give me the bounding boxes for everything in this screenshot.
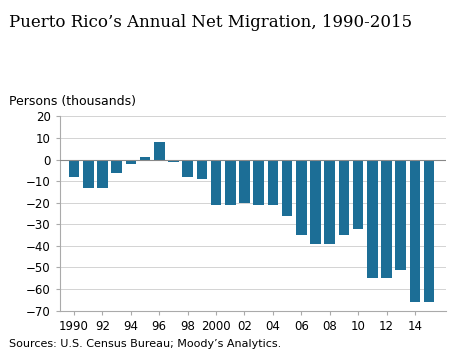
Bar <box>83 160 93 188</box>
Bar <box>395 160 405 270</box>
Bar <box>267 160 278 205</box>
Bar <box>210 160 221 205</box>
Bar <box>196 160 207 179</box>
Bar <box>309 160 320 244</box>
Bar <box>111 160 122 173</box>
Bar <box>295 160 306 235</box>
Text: Sources: U.S. Census Bureau; Moody’s Analytics.: Sources: U.S. Census Bureau; Moody’s Ana… <box>9 340 281 349</box>
Bar <box>224 160 235 205</box>
Bar <box>239 160 249 203</box>
Bar <box>68 160 79 177</box>
Bar <box>324 160 334 244</box>
Bar <box>140 157 150 160</box>
Bar <box>352 160 363 229</box>
Bar <box>154 142 164 160</box>
Bar <box>366 160 377 278</box>
Bar <box>253 160 263 205</box>
Bar <box>168 160 179 162</box>
Bar <box>281 160 292 216</box>
Text: Puerto Rico’s Annual Net Migration, 1990-2015: Puerto Rico’s Annual Net Migration, 1990… <box>9 14 411 31</box>
Bar <box>182 160 193 177</box>
Text: Persons (thousands): Persons (thousands) <box>9 95 136 108</box>
Bar <box>338 160 348 235</box>
Bar <box>423 160 434 302</box>
Bar <box>97 160 107 188</box>
Bar <box>125 160 136 164</box>
Bar <box>381 160 391 278</box>
Bar <box>409 160 420 302</box>
